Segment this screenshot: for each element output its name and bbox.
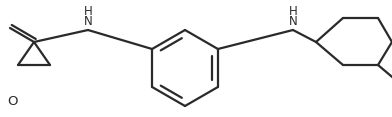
Text: N: N: [83, 15, 93, 28]
Text: H: H: [289, 5, 298, 18]
Text: O: O: [7, 95, 18, 108]
Text: H: H: [83, 5, 93, 18]
Text: N: N: [289, 15, 298, 28]
